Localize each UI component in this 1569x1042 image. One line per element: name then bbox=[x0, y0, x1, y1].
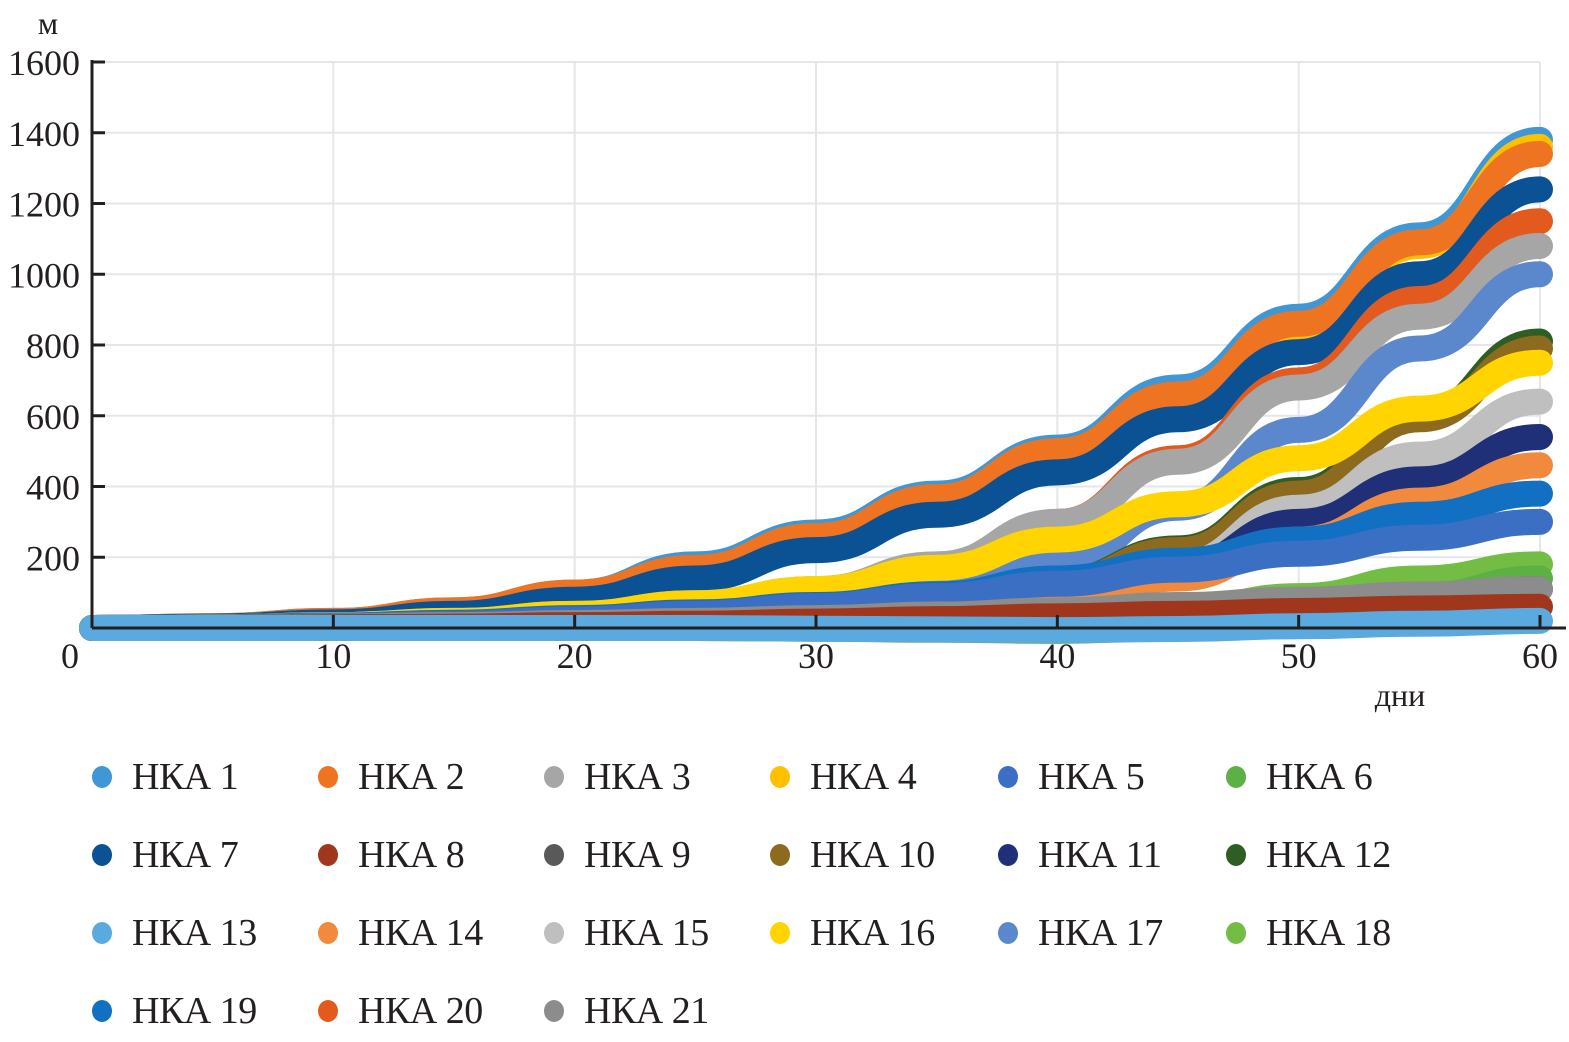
legend-marker-icon bbox=[770, 766, 790, 788]
legend-item: НКА 21 bbox=[544, 986, 709, 1036]
x-tick-label: 40 bbox=[1039, 636, 1075, 676]
legend-label: НКА 21 bbox=[584, 990, 709, 1032]
legend-item: НКА 9 bbox=[544, 830, 691, 880]
legend-marker-icon bbox=[998, 766, 1018, 788]
legend-item: НКА 11 bbox=[998, 830, 1162, 880]
y-tick-label: 200 bbox=[26, 538, 80, 578]
legend-item: НКА 5 bbox=[998, 752, 1145, 802]
legend-marker-icon bbox=[92, 766, 112, 788]
x-tick-label: 60 bbox=[1522, 636, 1558, 676]
legend-marker-icon bbox=[318, 1000, 338, 1022]
legend-marker-icon bbox=[318, 766, 338, 788]
legend-marker-icon bbox=[1226, 766, 1246, 788]
legend-item: НКА 2 bbox=[318, 752, 465, 802]
legend-label: НКА 4 bbox=[810, 756, 917, 798]
legend-item: НКА 3 bbox=[544, 752, 691, 802]
legend-marker-icon bbox=[92, 844, 112, 866]
legend-marker-icon bbox=[544, 844, 564, 866]
y-tick-labels: 200 400 600 800 1000 1200 1400 1600 bbox=[8, 43, 80, 578]
x-tick-label: 10 bbox=[315, 636, 351, 676]
legend-marker-icon bbox=[1226, 844, 1246, 866]
legend-item: НКА 19 bbox=[92, 986, 257, 1036]
legend-marker-icon bbox=[544, 1000, 564, 1022]
legend-label: НКА 10 bbox=[810, 834, 935, 876]
legend-item: НКА 8 bbox=[318, 830, 465, 880]
legend-item: НКА 12 bbox=[1226, 830, 1391, 880]
chart-plot: 0 10 20 30 40 50 60 200 400 600 800 1000 1200 1400 16… bbox=[8, 5, 1566, 713]
legend-label: НКА 1 bbox=[132, 756, 239, 798]
legend-marker-icon bbox=[544, 922, 564, 944]
legend-label: НКА 13 bbox=[132, 912, 257, 954]
x-tick-label: 0 bbox=[61, 636, 79, 676]
legend-label: НКА 8 bbox=[358, 834, 465, 876]
legend-marker-icon bbox=[318, 922, 338, 944]
x-tick-label: 30 bbox=[798, 636, 834, 676]
x-axis-title: дни bbox=[1375, 677, 1426, 713]
legend-marker-icon bbox=[318, 844, 338, 866]
legend-marker-icon bbox=[544, 766, 564, 788]
legend-item: НКА 17 bbox=[998, 908, 1163, 958]
legend-label: НКА 15 bbox=[584, 912, 709, 954]
legend-item: НКА 4 bbox=[770, 752, 917, 802]
legend-label: НКА 17 bbox=[1038, 912, 1163, 954]
legend-item: НКА 18 bbox=[1226, 908, 1391, 958]
legend-item: НКА 10 bbox=[770, 830, 935, 880]
y-tick-label: 1400 bbox=[8, 114, 80, 154]
legend-item: НКА 6 bbox=[1226, 752, 1373, 802]
legend-label: НКА 5 bbox=[1038, 756, 1145, 798]
legend-item: НКА 15 bbox=[544, 908, 709, 958]
legend-marker-icon bbox=[998, 922, 1018, 944]
legend-label: НКА 9 bbox=[584, 834, 691, 876]
legend-label: НКА 6 bbox=[1266, 756, 1373, 798]
legend-label: НКА 20 bbox=[358, 990, 483, 1032]
y-tick-label: 1000 bbox=[8, 255, 80, 295]
y-tick-label: 800 bbox=[26, 326, 80, 366]
legend-label: НКА 2 bbox=[358, 756, 465, 798]
legend-marker-icon bbox=[770, 922, 790, 944]
legend-label: НКА 19 bbox=[132, 990, 257, 1032]
legend-item: НКА 7 bbox=[92, 830, 239, 880]
legend-label: НКА 3 bbox=[584, 756, 691, 798]
y-tick-label: 600 bbox=[26, 397, 80, 437]
legend-marker-icon bbox=[92, 1000, 112, 1022]
legend-item: НКА 1 bbox=[92, 752, 239, 802]
y-axis-title: м bbox=[38, 5, 58, 41]
legend-label: НКА 14 bbox=[358, 912, 483, 954]
legend-item: НКА 13 bbox=[92, 908, 257, 958]
legend-label: НКА 16 bbox=[810, 912, 935, 954]
legend-item: НКА 16 bbox=[770, 908, 935, 958]
legend-item: НКА 20 bbox=[318, 986, 483, 1036]
legend-marker-icon bbox=[998, 844, 1018, 866]
legend-label: НКА 7 bbox=[132, 834, 239, 876]
x-tick-label: 50 bbox=[1281, 636, 1317, 676]
x-tick-labels: 0 10 20 30 40 50 60 bbox=[61, 636, 1558, 676]
legend-label: НКА 12 bbox=[1266, 834, 1391, 876]
y-tick-label: 1200 bbox=[8, 185, 80, 225]
x-tick-label: 20 bbox=[557, 636, 593, 676]
legend-marker-icon bbox=[1226, 922, 1246, 944]
legend-label: НКА 18 bbox=[1266, 912, 1391, 954]
y-tick-label: 1600 bbox=[8, 43, 80, 83]
legend-label: НКА 11 bbox=[1038, 834, 1162, 876]
legend-marker-icon bbox=[92, 922, 112, 944]
axes bbox=[90, 60, 1566, 630]
legend-item: НКА 14 bbox=[318, 908, 483, 958]
legend-marker-icon bbox=[770, 844, 790, 866]
y-tick-label: 400 bbox=[26, 468, 80, 508]
